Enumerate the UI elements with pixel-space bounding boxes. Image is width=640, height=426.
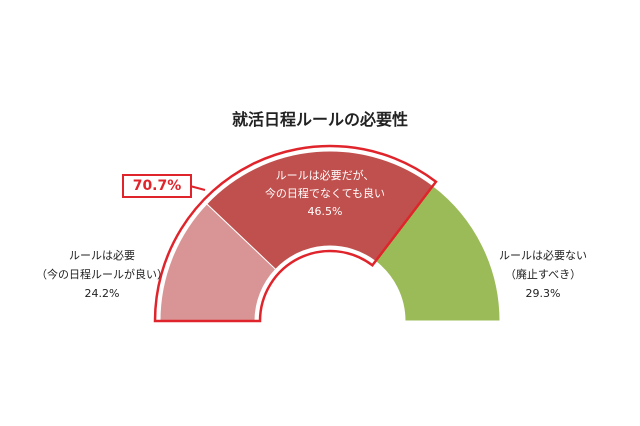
- slice-label-center-line2: 今の日程でなくても良い: [264, 187, 386, 200]
- slice-center: [206, 150, 434, 271]
- slice-value-right: 29.3%: [525, 287, 561, 300]
- chart-title: 就活日程ルールの必要性: [231, 110, 408, 129]
- slice-label-left-line2: （今の日程ルールが良い）: [36, 268, 168, 281]
- highlight-value: 70.7%: [122, 174, 192, 198]
- slice-label-left-line1: ルールは必要: [69, 249, 135, 262]
- slice-label-right-line2: （廃止すべき）: [504, 268, 582, 281]
- slice-label-center-line1: ルールは必要だが、: [275, 169, 375, 182]
- highlight-outline: [153, 144, 438, 323]
- slice-value-left: 24.2%: [84, 287, 120, 300]
- slice-label-right: ルールは必要ない （廃止すべき） 29.3%: [488, 246, 598, 303]
- slice-label-center: ルールは必要だが、 今の日程でなくても良い 46.5%: [255, 167, 395, 221]
- slice-label-left: ルールは必要 （今の日程ルールが良い） 24.2%: [36, 246, 168, 303]
- callout-line: [189, 185, 206, 191]
- slice-label-right-line1: ルールは必要ない: [499, 249, 587, 262]
- slice-right: [374, 184, 501, 322]
- slice-value-center: 46.5%: [307, 205, 343, 218]
